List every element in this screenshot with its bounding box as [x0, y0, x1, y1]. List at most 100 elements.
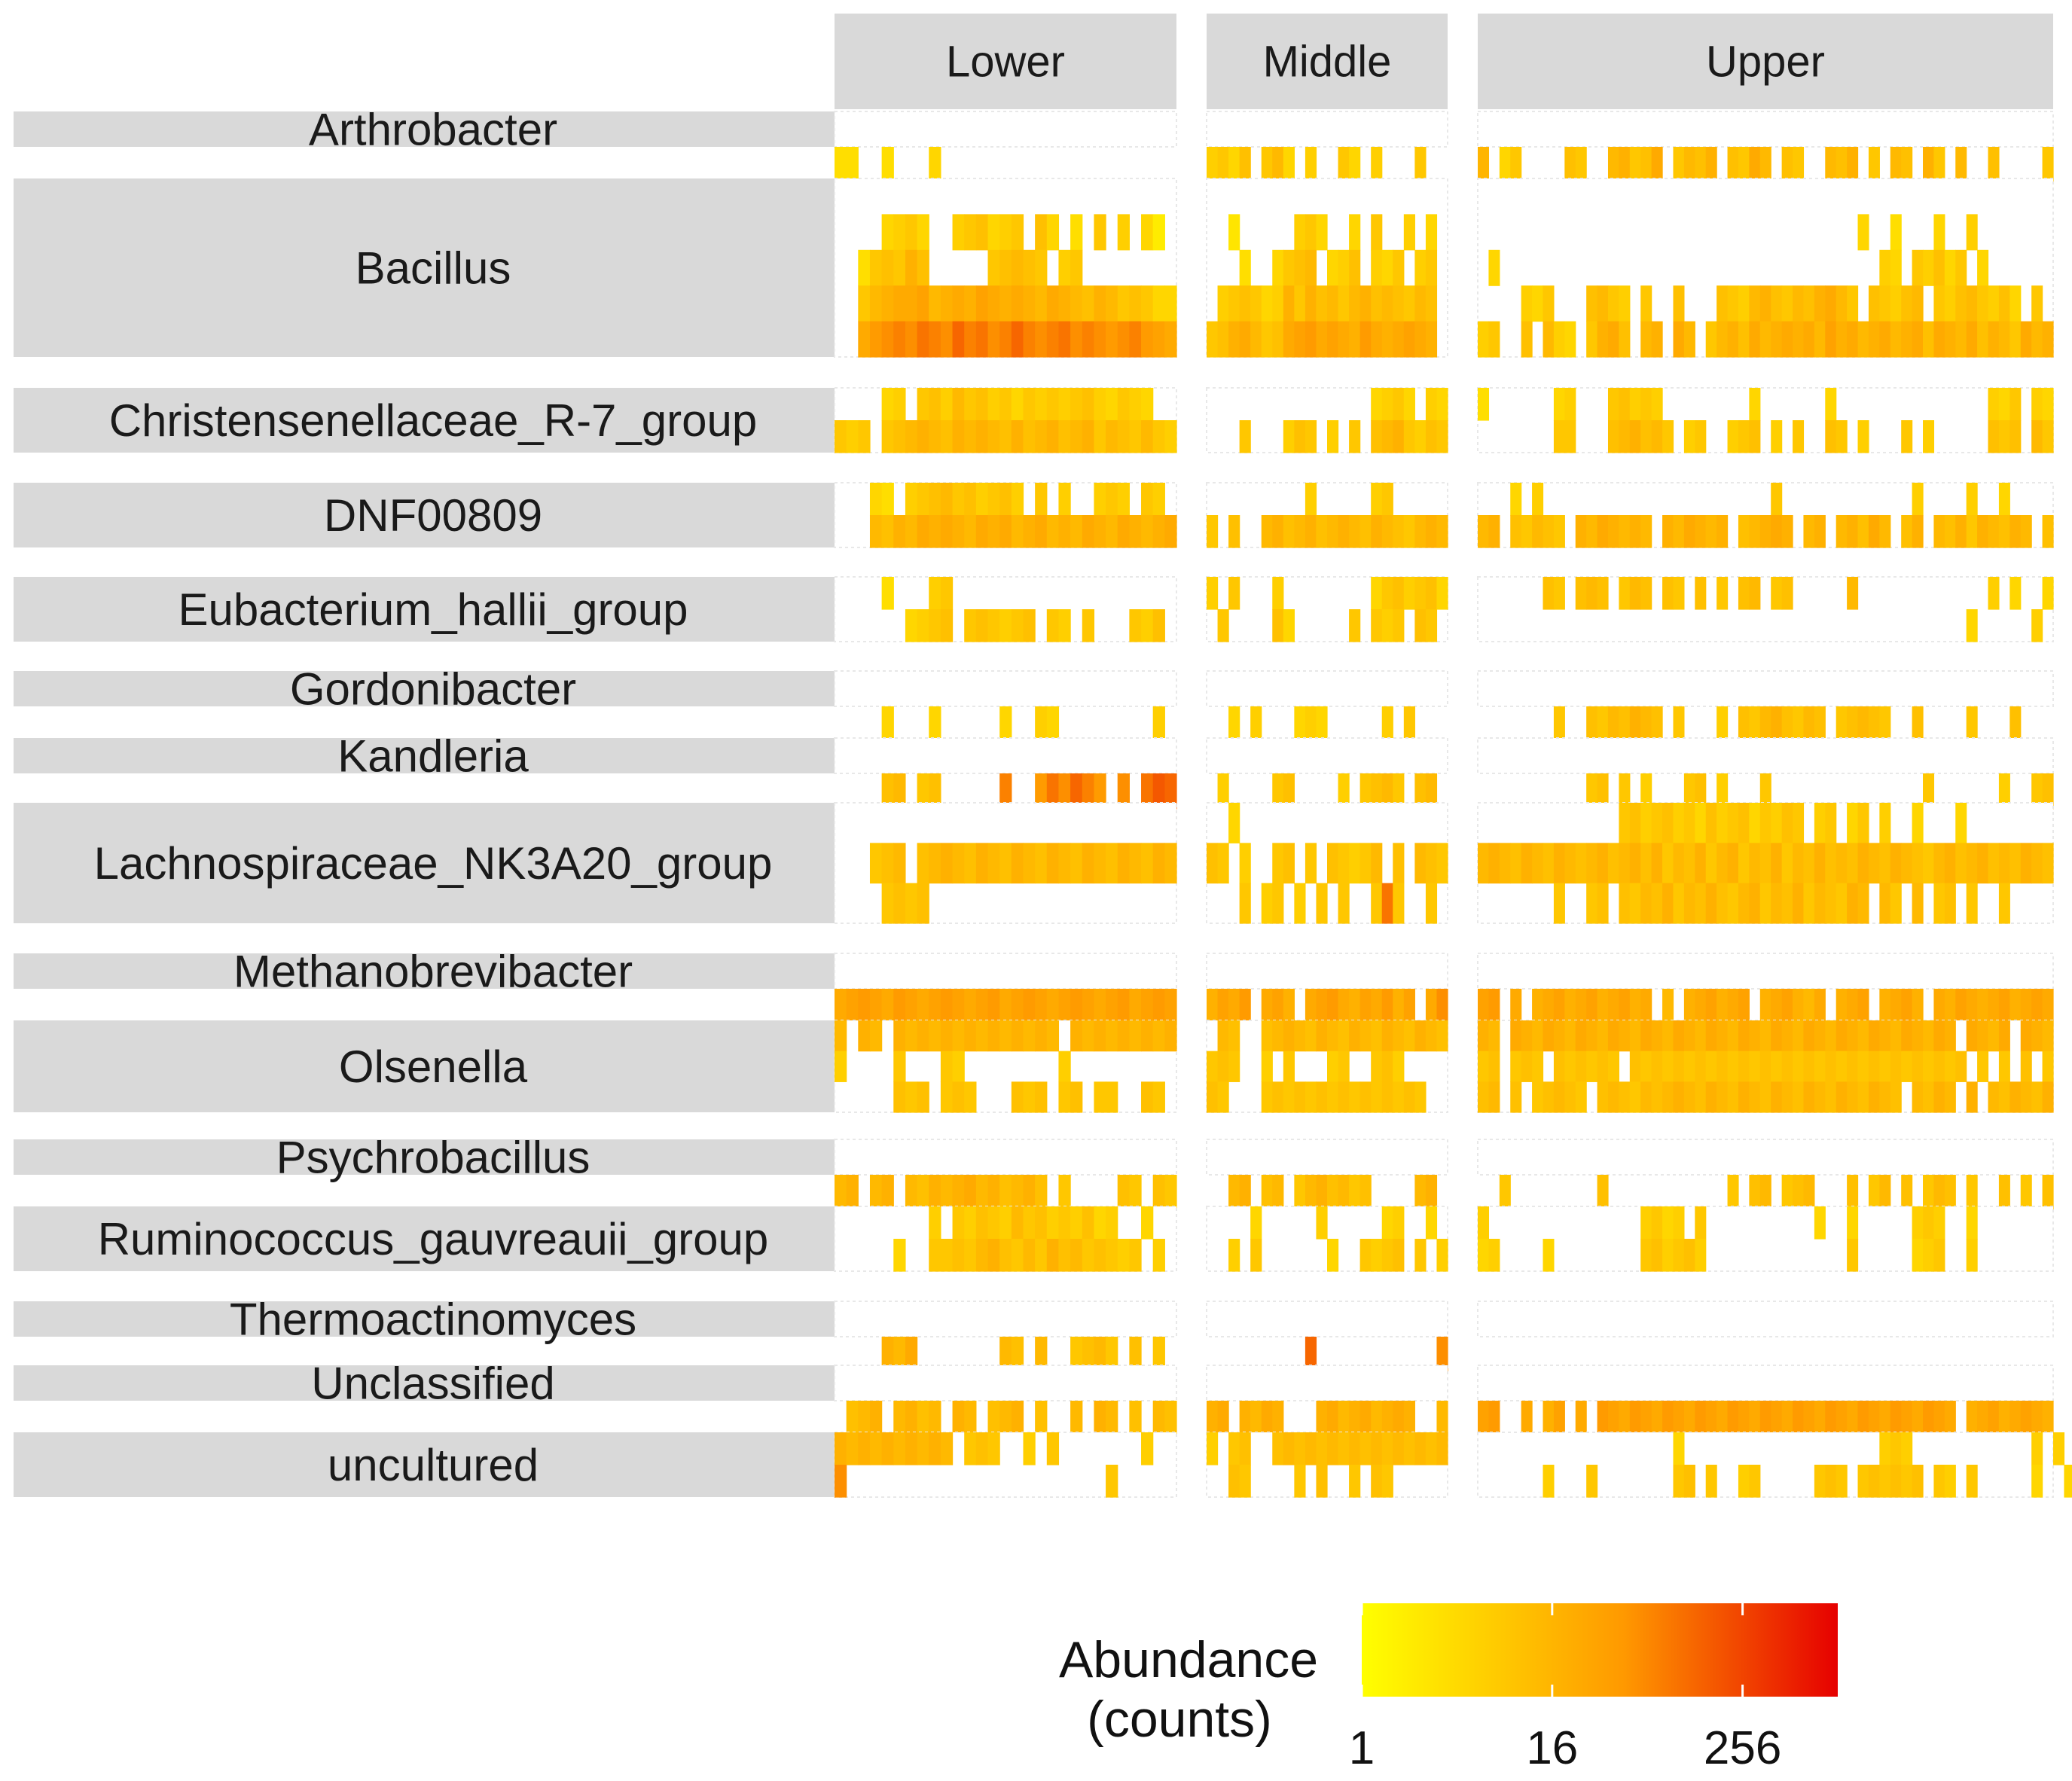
cell-ruminococcus-gauvreauii-group-lower-8-0 [929, 1206, 941, 1240]
cell-methanobrevibacter-upper-22-1 [1716, 989, 1729, 1025]
cell-lachnospiraceae-nk3a20-group-upper-23-1 [1727, 843, 1739, 884]
cell-gordonibacter-lower-4-1 [881, 706, 894, 743]
cell-olsenella-lower-12-0 [975, 1020, 989, 1052]
cell-bacillus-middle-10-3 [1316, 285, 1328, 322]
cell-ruminococcus-gauvreauii-group-lower-5-1 [893, 1239, 906, 1272]
cell-ruminococcus-gauvreauii-group-upper-41-1 [1923, 1239, 1935, 1272]
cell-olsenella-lower-24-0 [1117, 1020, 1130, 1052]
cell-olsenella-upper-42-2 [1933, 1081, 1945, 1113]
cell-lachnospiraceae-nk3a20-group-lower-18-1 [1046, 843, 1060, 884]
cell-bacillus-middle-9-4 [1305, 321, 1317, 358]
cell-dnf00809-upper-5-0 [1532, 483, 1544, 516]
cell-bacillus-middle-3-2 [1239, 249, 1251, 286]
cell-olsenella-lower-26-0 [1141, 1020, 1154, 1052]
cell-ruminococcus-gauvreauii-group-lower-20-1 [1070, 1239, 1083, 1272]
cell-uncultured-upper-38-0 [1890, 1432, 1902, 1465]
cell-bacillus-middle-2-1 [1228, 214, 1240, 251]
cell-bacillus-upper-21-4 [1705, 321, 1717, 358]
cell-olsenella-upper-14-0 [1629, 1020, 1641, 1052]
cell-dnf00809-middle-9-0 [1305, 483, 1317, 516]
cell-dnf00809-upper-22-1 [1716, 515, 1729, 548]
cell-bacillus-middle-6-4 [1272, 321, 1284, 358]
cell-ruminococcus-gauvreauii-group-middle-15-1 [1371, 1239, 1383, 1272]
cell-christensenellaceae-r-7-group-lower-26-0 [1141, 388, 1154, 421]
cell-arthrobacter-upper-12-1 [1607, 147, 1619, 183]
cell-ruminococcus-gauvreauii-group-lower-20-0 [1070, 1206, 1083, 1240]
cell-bacillus-lower-12-1 [975, 214, 989, 251]
cell-lachnospiraceae-nk3a20-group-middle-6-2 [1272, 883, 1284, 924]
cell-olsenella-lower-6-2 [905, 1081, 918, 1113]
cell-unclassified-upper-19-1 [1683, 1401, 1695, 1437]
cell-bacillus-lower-25-4 [1129, 321, 1142, 358]
cell-unclassified-lower-15-1 [1011, 1401, 1024, 1437]
cell-unclassified-upper-11-1 [1597, 1401, 1609, 1437]
cell-bacillus-lower-26-3 [1141, 285, 1154, 322]
panel-unclassified-lower [834, 1365, 1177, 1401]
cell-psychrobacillus-upper-37-1 [1879, 1175, 1891, 1211]
cell-olsenella-upper-10-1 [1586, 1051, 1598, 1082]
cell-dnf00809-upper-42-1 [1933, 515, 1945, 548]
cell-olsenella-upper-36-1 [1868, 1051, 1880, 1082]
cell-christensenellaceae-r-7-group-lower-23-0 [1106, 388, 1118, 421]
cell-ruminococcus-gauvreauii-group-lower-21-1 [1082, 1239, 1095, 1272]
cell-bacillus-lower-8-3 [929, 285, 941, 322]
cell-lachnospiraceae-nk3a20-group-upper-29-1 [1793, 843, 1805, 884]
cell-lachnospiraceae-nk3a20-group-middle-14-1 [1359, 843, 1372, 884]
cell-kandleria-lower-8-1 [929, 773, 941, 810]
cell-olsenella-upper-36-2 [1868, 1081, 1880, 1113]
cell-christensenellaceae-r-7-group-upper-19-1 [1683, 420, 1695, 453]
cell-christensenellaceae-r-7-group-upper-25-1 [1749, 420, 1761, 453]
cell-christensenellaceae-r-7-group-lower-18-0 [1046, 388, 1060, 421]
cell-lachnospiraceae-nk3a20-group-upper-38-1 [1890, 843, 1902, 884]
cell-dnf00809-lower-17-1 [1035, 515, 1048, 548]
cell-unclassified-upper-17-1 [1662, 1401, 1674, 1437]
cell-unclassified-upper-41-1 [1923, 1401, 1935, 1437]
cell-uncultured-upper-21-1 [1705, 1465, 1717, 1498]
cell-olsenella-upper-35-1 [1857, 1051, 1869, 1082]
cell-methanobrevibacter-middle-9-1 [1305, 989, 1317, 1025]
cell-gordonibacter-upper-25-1 [1749, 706, 1761, 743]
cell-uncultured-lower-0-1 [835, 1465, 847, 1498]
cell-eubacterium-hallii-group-upper-25-0 [1749, 577, 1761, 610]
cell-lachnospiraceae-nk3a20-group-upper-20-2 [1695, 883, 1707, 924]
cell-dnf00809-upper-39-1 [1901, 515, 1913, 548]
cell-olsenella-upper-16-1 [1651, 1051, 1663, 1082]
cell-olsenella-lower-10-2 [952, 1081, 965, 1113]
cell-unclassified-upper-31-1 [1814, 1401, 1826, 1437]
cell-dnf00809-upper-3-0 [1510, 483, 1522, 516]
cell-olsenella-upper-3-2 [1510, 1081, 1522, 1113]
cell-dnf00809-lower-22-0 [1094, 483, 1106, 516]
cell-ruminococcus-gauvreauii-group-upper-0-0 [1478, 1206, 1490, 1240]
cell-bacillus-middle-4-4 [1250, 321, 1262, 358]
cell-methanobrevibacter-upper-21-1 [1705, 989, 1717, 1025]
cell-lachnospiraceae-nk3a20-group-upper-22-2 [1716, 883, 1729, 924]
cell-christensenellaceae-r-7-group-lower-15-1 [1011, 420, 1024, 453]
cell-christensenellaceae-r-7-group-middle-11-1 [1327, 420, 1339, 453]
cell-bacillus-upper-47-4 [1988, 321, 2000, 358]
cell-eubacterium-hallii-group-lower-15-1 [1011, 609, 1024, 642]
cell-bacillus-middle-7-2 [1283, 249, 1295, 286]
cell-olsenella-upper-17-0 [1662, 1020, 1674, 1052]
cell-kandleria-upper-19-1 [1683, 773, 1695, 810]
cell-lachnospiraceae-nk3a20-group-lower-9-1 [940, 843, 954, 884]
cell-unclassified-upper-21-1 [1705, 1401, 1717, 1437]
cell-ruminococcus-gauvreauii-group-upper-0-1 [1478, 1239, 1490, 1272]
cell-lachnospiraceae-nk3a20-group-upper-11-2 [1597, 883, 1609, 924]
cell-olsenella-upper-15-0 [1640, 1020, 1652, 1052]
cell-kandleria-lower-26-1 [1141, 773, 1154, 810]
cell-unclassified-upper-4-1 [1521, 1401, 1533, 1437]
cell-olsenella-middle-12-0 [1338, 1020, 1350, 1052]
cell-bacillus-lower-19-3 [1058, 285, 1071, 322]
row-strip-gordonibacter [14, 671, 835, 706]
cell-bacillus-upper-23-3 [1727, 285, 1739, 322]
cell-methanobrevibacter-upper-51-1 [2031, 989, 2043, 1025]
cell-christensenellaceae-r-7-group-upper-51-1 [2031, 420, 2043, 453]
cell-eubacterium-hallii-group-upper-17-0 [1662, 577, 1674, 610]
cell-olsenella-upper-9-1 [1575, 1051, 1587, 1082]
cell-bacillus-lower-14-1 [999, 214, 1012, 251]
cell-bacillus-upper-44-4 [1955, 321, 1967, 358]
cell-unclassified-upper-12-1 [1607, 1401, 1619, 1437]
cell-olsenella-middle-11-2 [1327, 1081, 1339, 1113]
cell-unclassified-lower-10-1 [952, 1401, 965, 1437]
cell-olsenella-middle-8-2 [1294, 1081, 1306, 1113]
